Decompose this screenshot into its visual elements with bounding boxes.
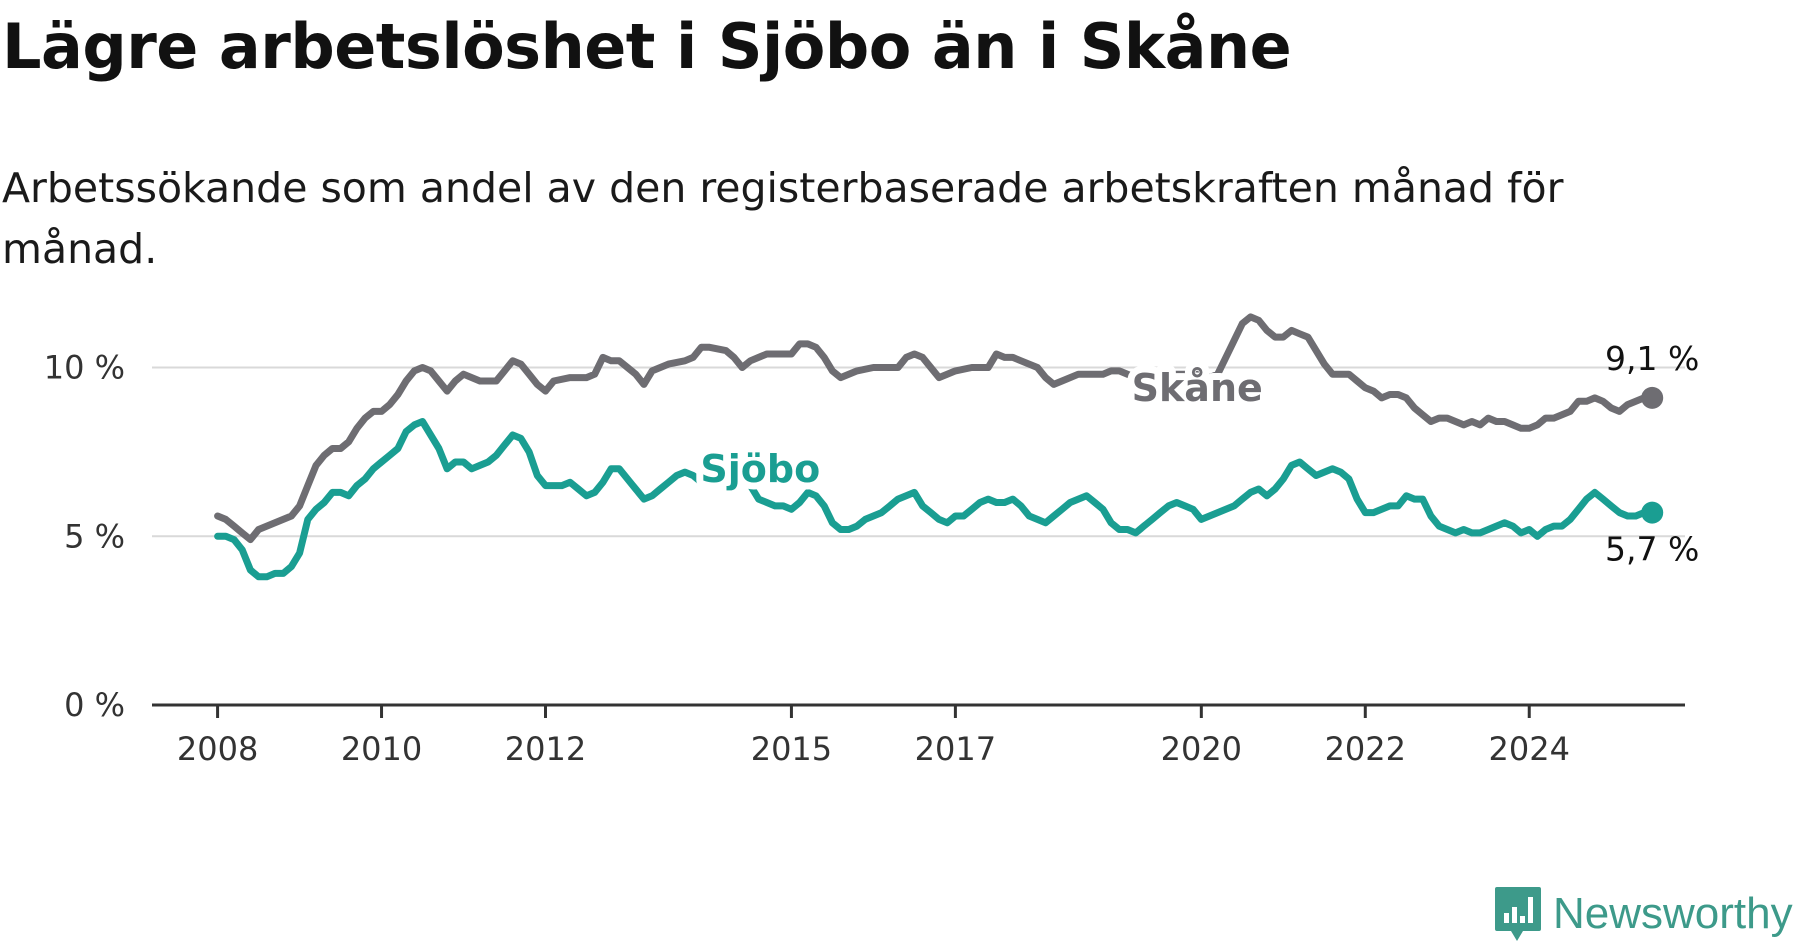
x-axis: 2008 2010 2012 2015 2017 2020 2022 2024 — [152, 703, 1685, 768]
newsworthy-logo-icon — [1495, 887, 1541, 941]
x-tick-label: 2015 — [751, 730, 832, 768]
gridlines — [152, 366, 1685, 538]
end-value-label: 5,7 % — [1605, 530, 1699, 569]
y-tick-label: 5 % — [64, 517, 125, 555]
y-axis: 0 % 5 % 10 % — [44, 349, 125, 725]
series-end-marker — [1641, 386, 1664, 409]
brand-logo: Newsworthy — [1493, 885, 1793, 943]
end-value-label: 9,1 % — [1605, 339, 1699, 378]
x-tick-label: 2022 — [1325, 730, 1406, 768]
chart-subtitle: Arbetssökande som andel av den registerb… — [2, 164, 1564, 273]
y-tick-label: 0 % — [64, 686, 125, 724]
x-tick-label: 2012 — [505, 730, 586, 768]
series-end-marker — [1641, 501, 1664, 524]
series-line-1 — [214, 418, 1656, 581]
x-tick-label: 2010 — [341, 730, 422, 768]
x-tick-label: 2017 — [915, 730, 996, 768]
chart-title: Lägre arbetslöshet i Sjöbo än i Skåne — [2, 10, 1292, 83]
x-tick-label: 2020 — [1161, 730, 1242, 768]
series-labels: Skåne Sjöbo 9,1 % 5,7 % — [693, 339, 1699, 569]
series-line-0 — [214, 313, 1656, 544]
x-tick-label: 2008 — [177, 730, 258, 768]
x-tick-label: 2024 — [1489, 730, 1570, 768]
y-tick-label: 10 % — [44, 349, 125, 387]
series-name-label: Sjöbo — [700, 447, 820, 491]
series-group — [214, 313, 1664, 581]
brand-name: Newsworthy — [1553, 889, 1793, 938]
series-name-label: Skåne — [1132, 366, 1263, 410]
